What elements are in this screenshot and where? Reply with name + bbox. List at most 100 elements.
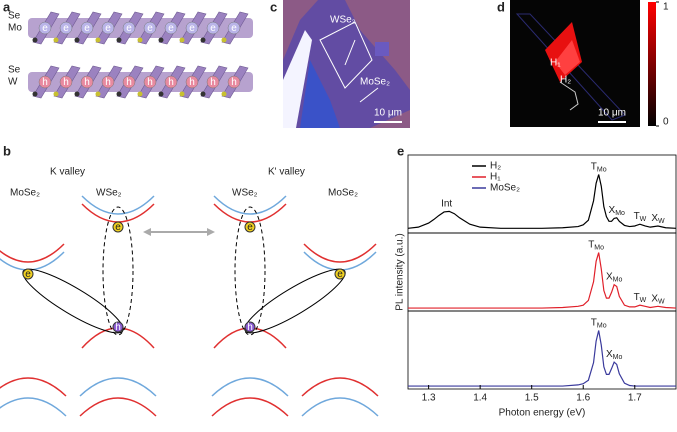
carrier [80,75,94,89]
panel-label: a [3,0,11,14]
annotation-sub: Mo [613,354,623,361]
annotation-text: T [591,317,597,328]
x-axis-label: Photon energy (eV) [499,408,586,419]
annotation-sub: W [658,218,665,225]
electron [334,268,346,280]
carrier [185,21,199,35]
legend-label: H₁ [490,172,501,183]
carrier [122,75,136,89]
pl-map [510,0,656,127]
annotation-text: X [606,349,613,360]
x-tick-label: 1.3 [422,393,436,404]
peak-annotation: TMo [588,239,604,251]
atom [53,91,59,97]
valley-title: K valley [50,167,85,178]
band [81,195,155,215]
annotation-sub: Mo [615,210,625,217]
peak-annotation: XW [651,293,665,305]
band [79,377,157,397]
carrier-label: e [210,23,216,34]
carrier [143,75,157,89]
exciton [234,206,266,336]
annotation-sub: Mo [597,322,607,329]
x-tick-label: 1.4 [473,393,487,404]
peak-annotation: TW [634,211,647,223]
annotation-text: T [634,292,640,303]
carrier-label: e [168,23,174,34]
annotation-sub: Mo [594,244,604,251]
region-label: H₁ [550,58,561,69]
atom-label: Se [8,11,21,22]
y-axis-label: PL intensity (a.u.) [395,233,406,310]
spectrum-line [408,252,677,309]
atom [137,37,143,43]
atom [158,91,164,97]
band [303,243,377,263]
carrier-label: h [231,77,237,88]
carrier-label: e [42,23,48,34]
plot-frame [407,310,677,390]
region-label: H₂ [560,75,571,86]
material-label: MoSe₂ [360,77,390,88]
legend-label: H₂ [490,161,501,172]
carrier [206,21,220,35]
carrier [164,75,178,89]
carrier-label: h [189,77,195,88]
peak-annotation: XMo [606,349,623,361]
carrier-label: h [147,77,153,88]
carrier-label: h [210,77,216,88]
annotation-text: X [651,293,658,304]
annotation-sub: Mo [597,166,607,173]
electron [244,221,256,233]
x-tick-label: 1.6 [576,393,590,404]
carrier-label: e [84,23,90,34]
carrier [38,21,52,35]
atom [116,91,122,97]
exciton [102,206,134,336]
peak-annotation: TMo [591,317,607,329]
band [211,397,289,417]
annotation-text: T [588,239,594,250]
spectrum-line [408,330,676,387]
carrier-label: e [63,23,69,34]
peak-annotation: XW [651,213,665,225]
electron-label: e [247,222,253,233]
carrier-label: h [105,77,111,88]
spectrum-line [407,174,677,229]
carrier [143,21,157,35]
carrier [122,21,136,35]
atom [179,91,185,97]
annotation-sub: W [640,216,647,223]
carrier [59,21,73,35]
band [213,195,287,215]
band [0,243,65,263]
exciton [22,268,124,334]
x-tick-label: 1.7 [628,393,642,404]
carrier-label: e [126,23,132,34]
valley-title: K' valley [268,167,305,178]
atom [158,37,164,43]
atom [221,91,227,97]
peak-annotation: Int [441,198,452,209]
material-label: MoSe₂ [10,188,40,199]
band [301,397,379,417]
panel-label: d [497,0,505,14]
annotation-sub: Mo [613,277,623,284]
electron [22,268,34,280]
optical-image [283,0,410,128]
carrier-label: e [189,23,195,34]
atom-label: Mo [8,23,22,34]
carrier-label: e [231,23,237,34]
material-label: WSe₂ [330,15,356,26]
peak-annotation: XMo [609,204,626,216]
electron [112,221,124,233]
annotation-text: X [606,271,613,282]
annotation-sub: W [640,297,647,304]
band [0,397,67,417]
hole-label: h [247,322,253,333]
atom [95,91,101,97]
atom [95,37,101,43]
carrier [227,21,241,35]
annotation-sub: W [658,298,665,305]
electron-label: e [337,269,343,280]
